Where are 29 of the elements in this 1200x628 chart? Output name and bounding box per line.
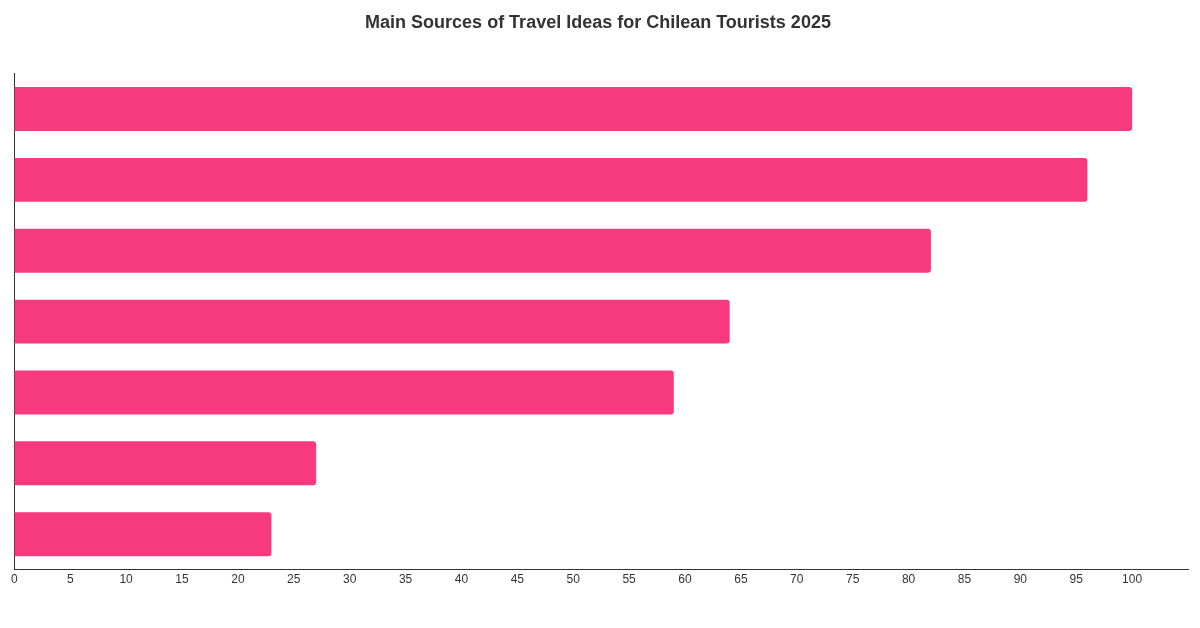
bar [14,157,1088,202]
bar [14,370,674,415]
x-tick-label: 95 [1069,572,1084,587]
x-tick-label: 15 [175,572,189,587]
x-tick-label: 85 [957,572,972,587]
x-tick-label: 65 [734,572,748,587]
x-tick-label: 10 [119,572,134,587]
x-tick-label: 70 [790,572,804,587]
x-tick-label: 75 [845,572,860,587]
x-tick-label: 50 [566,572,581,587]
x-tick-label: 30 [342,572,357,587]
x-tick-label: 5 [66,572,74,587]
bar [14,512,272,557]
x-tick-label: 40 [454,572,469,587]
bar [14,299,730,344]
bar [14,228,931,273]
bar [14,441,317,486]
x-tick-label: 60 [678,572,692,587]
chart-title: Main Sources of Travel Ideas for Chilean Tourists 2025 [365,11,831,32]
x-tick-label: 20 [231,572,245,587]
x-tick-label: 80 [901,572,916,587]
bar [14,87,1133,131]
x-tick-label: 100 [1122,572,1143,587]
x-tick-label: 0 [10,572,18,587]
x-tick-label: 55 [622,572,637,587]
x-tick-label: 35 [398,572,413,587]
x-tick-label: 45 [510,572,525,587]
x-tick-label: 90 [1013,572,1028,587]
x-tick-label: 25 [287,572,301,587]
